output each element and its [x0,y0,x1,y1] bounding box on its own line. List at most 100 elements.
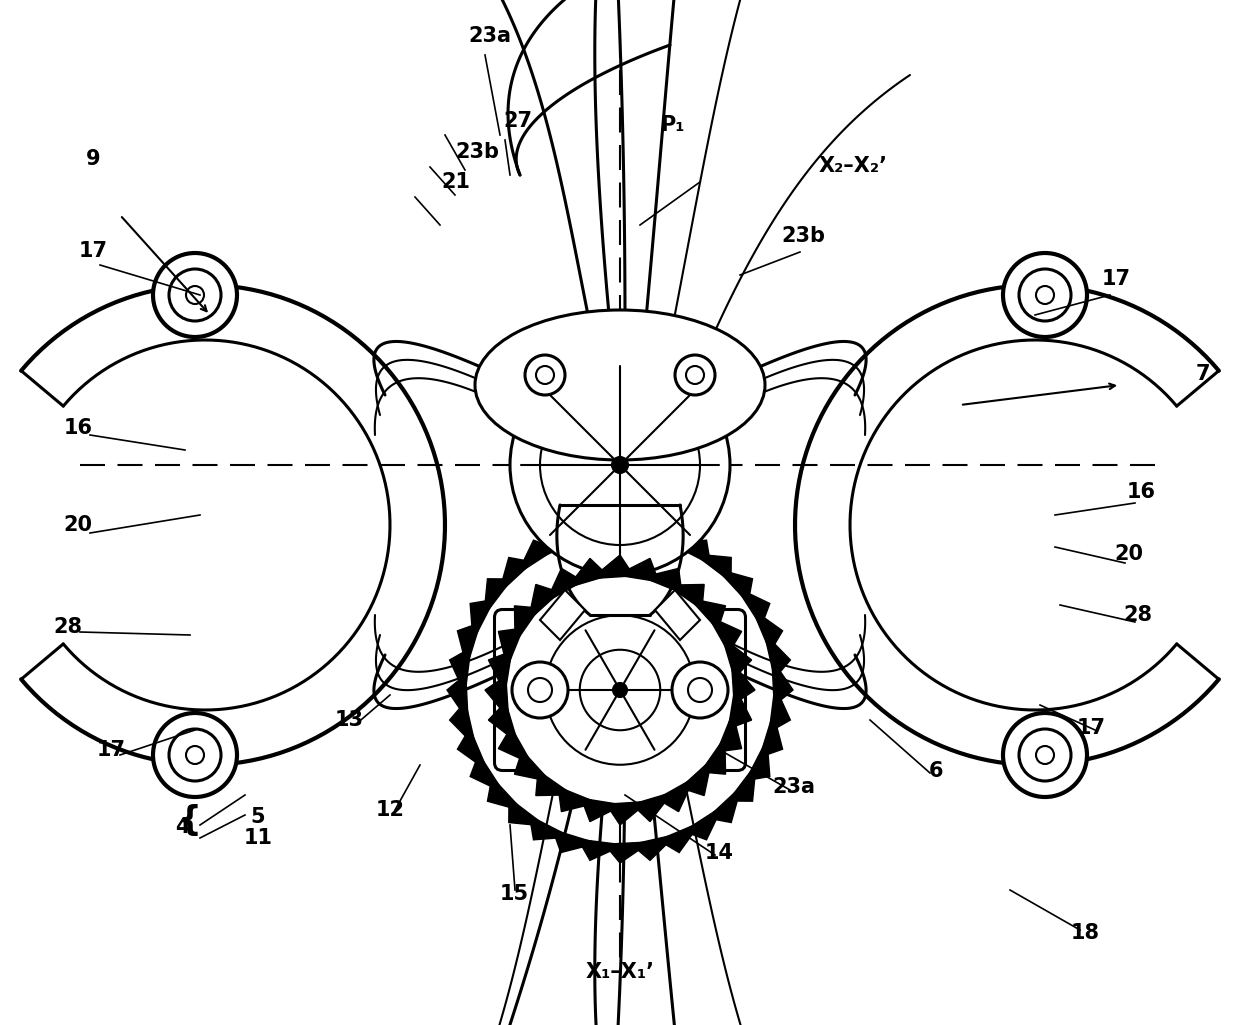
Text: 27: 27 [503,111,533,131]
Polygon shape [708,616,742,653]
Polygon shape [795,285,1219,765]
Polygon shape [498,628,523,667]
Polygon shape [732,661,755,704]
Polygon shape [553,829,596,853]
Polygon shape [717,569,753,603]
Polygon shape [764,633,790,679]
Circle shape [675,355,715,395]
Polygon shape [658,822,701,853]
Polygon shape [563,520,609,545]
Text: 9: 9 [86,149,100,169]
Polygon shape [508,798,546,826]
Text: 23a: 23a [469,26,511,46]
Polygon shape [450,701,476,746]
Polygon shape [605,842,651,863]
Polygon shape [642,569,682,593]
Polygon shape [760,713,782,757]
Text: 6: 6 [929,761,944,781]
FancyBboxPatch shape [495,610,745,771]
Circle shape [536,366,554,384]
Polygon shape [707,786,742,822]
Circle shape [672,662,728,717]
Text: 17: 17 [1101,269,1131,289]
Polygon shape [489,702,517,742]
Circle shape [539,385,701,545]
Text: 17: 17 [97,740,126,761]
Text: 23b: 23b [455,141,500,162]
Polygon shape [644,528,687,550]
Text: 23a: 23a [773,777,815,797]
Polygon shape [458,623,480,667]
Polygon shape [694,554,732,582]
Polygon shape [458,728,487,771]
Ellipse shape [475,310,765,460]
Polygon shape [539,590,585,640]
Circle shape [505,575,735,805]
Text: 7: 7 [1195,364,1210,384]
Text: 20: 20 [1114,543,1143,564]
Polygon shape [589,517,635,538]
Polygon shape [578,839,624,860]
Polygon shape [485,676,508,719]
Circle shape [613,683,627,697]
Polygon shape [631,834,677,860]
Polygon shape [773,659,794,705]
Circle shape [546,615,694,765]
Polygon shape [655,590,701,640]
Circle shape [510,355,730,575]
Text: X₂–X₂’: X₂–X₂’ [818,156,888,176]
Circle shape [153,713,237,797]
Polygon shape [568,559,608,587]
Polygon shape [591,555,634,578]
Polygon shape [681,760,712,795]
Polygon shape [470,600,495,641]
Text: 23b: 23b [781,226,826,246]
Text: 15: 15 [500,884,529,904]
Text: 4: 4 [175,817,190,837]
Polygon shape [529,816,570,839]
Polygon shape [701,737,725,774]
Text: 17: 17 [1076,718,1106,738]
Text: 14: 14 [704,843,734,863]
Polygon shape [487,777,523,811]
Circle shape [186,286,205,304]
Polygon shape [489,651,512,693]
Circle shape [525,355,565,395]
Text: 16: 16 [1126,482,1156,502]
Polygon shape [528,584,559,620]
Polygon shape [558,787,598,812]
Polygon shape [753,609,782,652]
Polygon shape [446,674,467,721]
Polygon shape [723,638,751,678]
Polygon shape [470,753,503,792]
Polygon shape [737,587,770,626]
Polygon shape [515,750,551,782]
Text: {: { [179,804,202,836]
Polygon shape [606,802,649,825]
Circle shape [1035,746,1054,764]
Text: 12: 12 [376,800,405,820]
Circle shape [169,269,221,321]
Text: 18: 18 [1070,922,1100,943]
Polygon shape [657,778,694,812]
Polygon shape [546,569,583,602]
Polygon shape [670,540,711,564]
Polygon shape [683,806,723,839]
Polygon shape [539,528,582,558]
Text: 13: 13 [335,709,365,730]
Polygon shape [515,606,539,643]
Circle shape [688,678,712,702]
Text: 28: 28 [53,617,83,638]
Text: P₁: P₁ [660,115,684,135]
Text: 11: 11 [243,828,273,849]
Polygon shape [728,687,751,729]
Text: X₁–X₁’: X₁–X₁’ [585,961,655,982]
Circle shape [153,253,237,337]
Circle shape [169,729,221,781]
Polygon shape [728,764,756,802]
Circle shape [686,366,704,384]
Polygon shape [616,520,662,541]
Polygon shape [667,584,704,609]
Polygon shape [498,727,532,764]
Circle shape [1019,729,1071,781]
